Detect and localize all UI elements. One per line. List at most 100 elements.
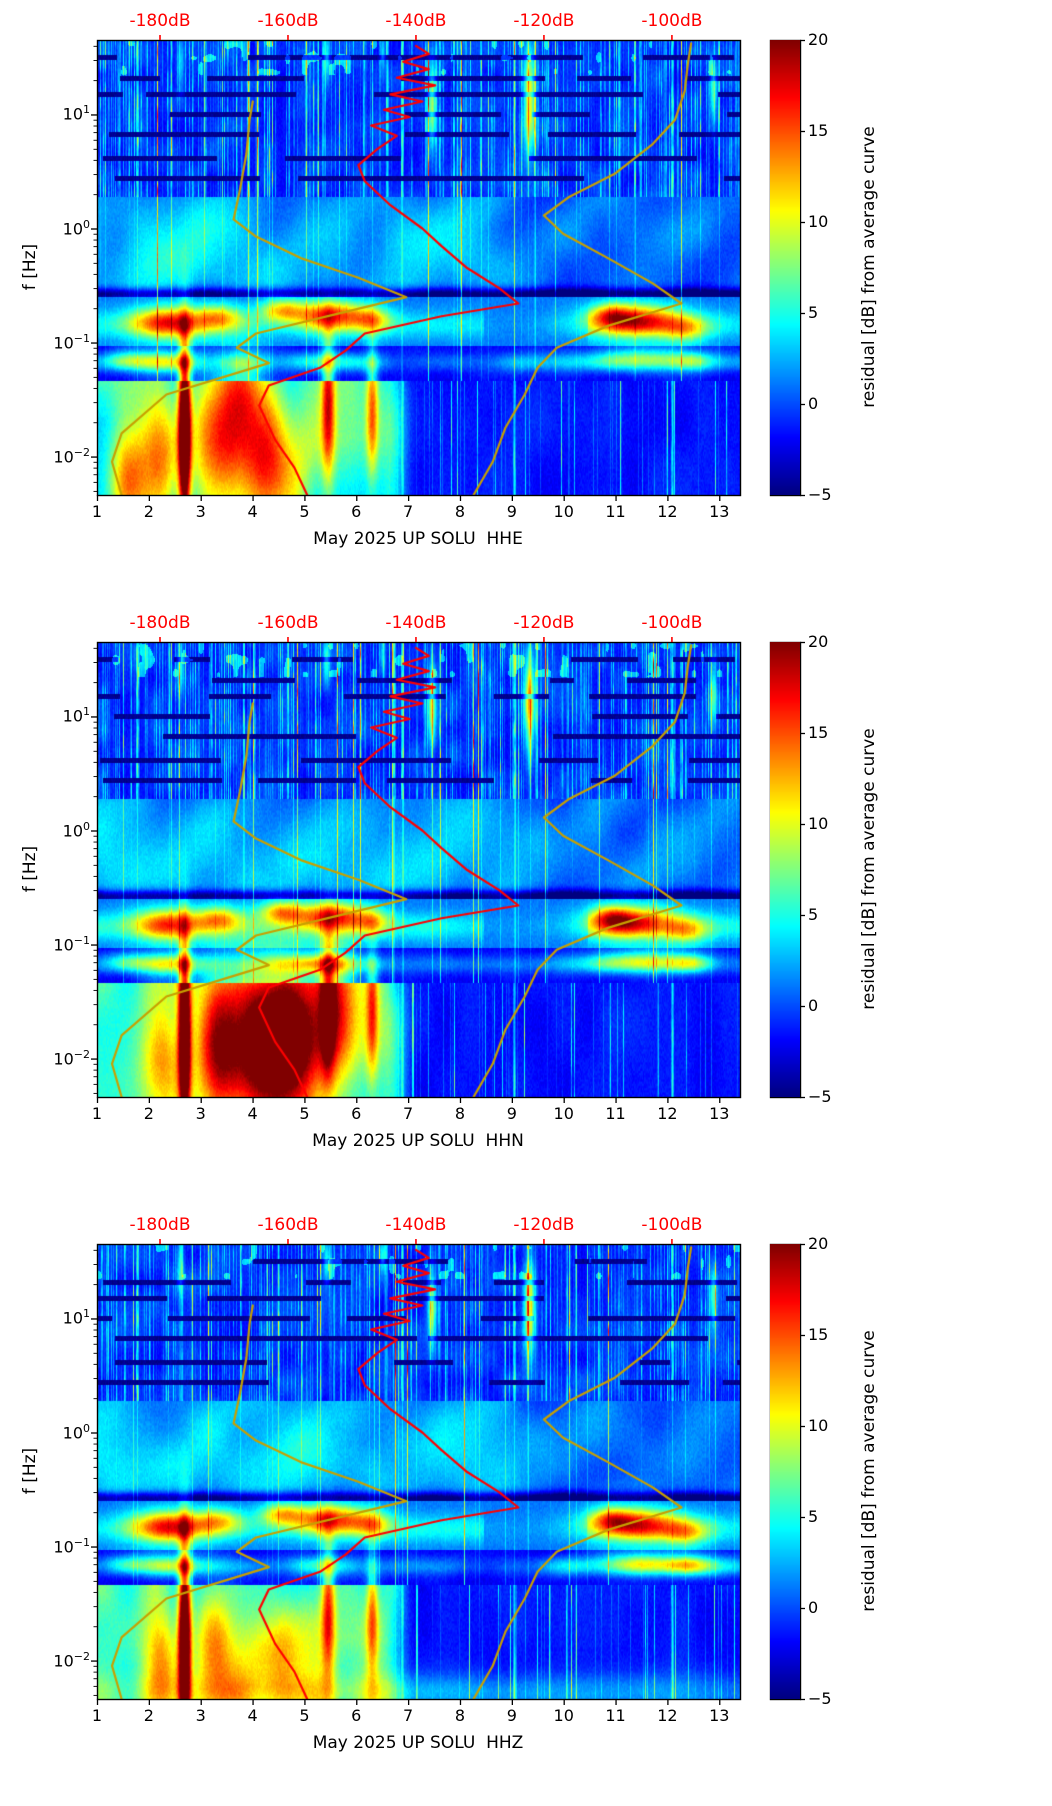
colorbar-tick-label: −5 xyxy=(808,1689,832,1708)
x-tick-label: 11 xyxy=(605,1104,626,1123)
y-tick-label: 100 xyxy=(62,217,90,238)
y-tick-label: 10−2 xyxy=(53,1047,90,1068)
top-db-tick-label: -140dB xyxy=(385,11,447,31)
y-tick-label: 10−2 xyxy=(53,445,90,466)
colorbar-tick-label: 20 xyxy=(808,1234,829,1253)
y-axis-label: f [Hz] xyxy=(20,243,40,291)
y-tick-label: 101 xyxy=(62,1307,90,1328)
x-tick-label: 7 xyxy=(403,1706,414,1725)
top-db-tick-label: -160dB xyxy=(257,1215,319,1235)
x-tick-label: 4 xyxy=(247,1706,258,1725)
plot-area-hhz xyxy=(97,1244,740,1699)
x-tick-label: 1 xyxy=(91,1104,103,1123)
y-axis-label: f [Hz] xyxy=(20,845,40,893)
x-tick-label: 8 xyxy=(454,1104,466,1123)
x-tick-label: 6 xyxy=(351,1706,362,1725)
x-tick-label: 9 xyxy=(506,502,517,521)
colorbar-label: residual [dB] from average curve xyxy=(859,126,879,408)
x-tick-label: 12 xyxy=(657,1706,678,1725)
x-tick-label: 1 xyxy=(91,1706,103,1725)
x-tick-label: 7 xyxy=(403,1104,414,1123)
x-tick-label: 2 xyxy=(143,1706,154,1725)
top-db-tick-label: -180dB xyxy=(129,11,191,31)
y-tick-label: 10−1 xyxy=(53,933,90,954)
colorbar-tick-label: 15 xyxy=(808,121,829,140)
x-tick-label: 12 xyxy=(657,502,678,521)
x-tick-label: 6 xyxy=(351,502,362,521)
panel-hhe: f [Hz] May 2025 UP SOLU HHE residual [dB… xyxy=(0,0,1052,602)
x-tick-label: 7 xyxy=(403,502,414,521)
top-db-tick-label: -180dB xyxy=(129,613,191,633)
x-tick-label: 3 xyxy=(195,1706,206,1725)
y-tick-label: 10−1 xyxy=(53,1535,90,1556)
x-axis-title: May 2025 UP SOLU HHE xyxy=(313,529,523,549)
x-tick-label: 11 xyxy=(605,1706,626,1725)
x-tick-label: 9 xyxy=(506,1104,517,1123)
x-tick-label: 5 xyxy=(299,1104,310,1123)
top-db-tick-label: -180dB xyxy=(129,1215,191,1235)
spectrogram-heatmap-hhn xyxy=(97,642,740,1097)
y-tick-label: 10−2 xyxy=(53,1649,90,1670)
x-tick-label: 2 xyxy=(143,502,154,521)
colorbar-tick-label: −5 xyxy=(808,485,832,504)
top-db-tick-label: -100dB xyxy=(641,613,703,633)
x-tick-label: 10 xyxy=(553,1104,574,1123)
colorbar-tick-label: −5 xyxy=(808,1087,832,1106)
x-tick-label: 6 xyxy=(351,1104,362,1123)
colorbar-tick-label: 15 xyxy=(808,723,829,742)
colorbar-tick-label: 10 xyxy=(808,212,829,231)
top-db-tick-label: -140dB xyxy=(385,1215,447,1235)
x-tick-label: 4 xyxy=(247,502,258,521)
y-tick-label: 101 xyxy=(62,103,90,124)
x-tick-label: 8 xyxy=(454,502,466,521)
plot-area-hhn xyxy=(97,642,740,1097)
y-axis-label: f [Hz] xyxy=(20,1447,40,1495)
top-db-tick-label: -120dB xyxy=(513,1215,575,1235)
top-db-tick-label: -140dB xyxy=(385,613,447,633)
x-tick-label: 5 xyxy=(299,502,310,521)
x-tick-label: 3 xyxy=(195,1104,206,1123)
colorbar-hhe xyxy=(770,40,800,495)
x-tick-label: 1 xyxy=(91,502,103,521)
x-tick-label: 5 xyxy=(299,1706,310,1725)
colorbar-tick-label: 5 xyxy=(808,905,819,924)
colorbar-label: residual [dB] from average curve xyxy=(859,728,879,1010)
x-tick-label: 9 xyxy=(506,1706,517,1725)
x-tick-label: 13 xyxy=(709,502,730,521)
colorbar-tick-label: 15 xyxy=(808,1325,829,1344)
y-tick-label: 10−1 xyxy=(53,331,90,352)
x-tick-label: 12 xyxy=(657,1104,678,1123)
y-tick-label: 101 xyxy=(62,705,90,726)
x-tick-label: 8 xyxy=(454,1706,466,1725)
x-axis-title: May 2025 UP SOLU HHN xyxy=(312,1131,524,1151)
colorbar-tick-label: 5 xyxy=(808,303,819,322)
colorbar-tick-label: 10 xyxy=(808,814,829,833)
y-tick-label: 100 xyxy=(62,819,90,840)
top-db-tick-label: -100dB xyxy=(641,11,703,31)
top-db-tick-label: -160dB xyxy=(257,613,319,633)
y-tick-label: 100 xyxy=(62,1421,90,1442)
x-tick-label: 2 xyxy=(143,1104,154,1123)
colorbar-tick-label: 0 xyxy=(808,394,819,413)
colorbar-tick-label: 20 xyxy=(808,30,829,49)
colorbar-hhn xyxy=(770,642,800,1097)
x-tick-label: 4 xyxy=(247,1104,258,1123)
x-tick-label: 10 xyxy=(553,1706,574,1725)
colorbar-tick-label: 0 xyxy=(808,996,819,1015)
plot-area-hhe xyxy=(97,40,740,495)
top-db-tick-label: -160dB xyxy=(257,11,319,31)
spectrogram-heatmap-hhz xyxy=(97,1244,740,1699)
x-axis-title: May 2025 UP SOLU HHZ xyxy=(312,1733,524,1753)
panel-hhz: f [Hz] May 2025 UP SOLU HHZ residual [dB… xyxy=(0,1204,1052,1806)
colorbar-tick-label: 20 xyxy=(808,632,829,651)
x-tick-label: 3 xyxy=(195,502,206,521)
top-db-tick-label: -100dB xyxy=(641,1215,703,1235)
x-tick-label: 10 xyxy=(553,502,574,521)
colorbar-tick-label: 5 xyxy=(808,1507,819,1526)
panel-hhn: f [Hz] May 2025 UP SOLU HHN residual [dB… xyxy=(0,602,1052,1204)
top-db-tick-label: -120dB xyxy=(513,11,575,31)
top-db-tick-label: -120dB xyxy=(513,613,575,633)
x-tick-label: 13 xyxy=(709,1104,730,1123)
colorbar-label: residual [dB] from average curve xyxy=(859,1330,879,1612)
